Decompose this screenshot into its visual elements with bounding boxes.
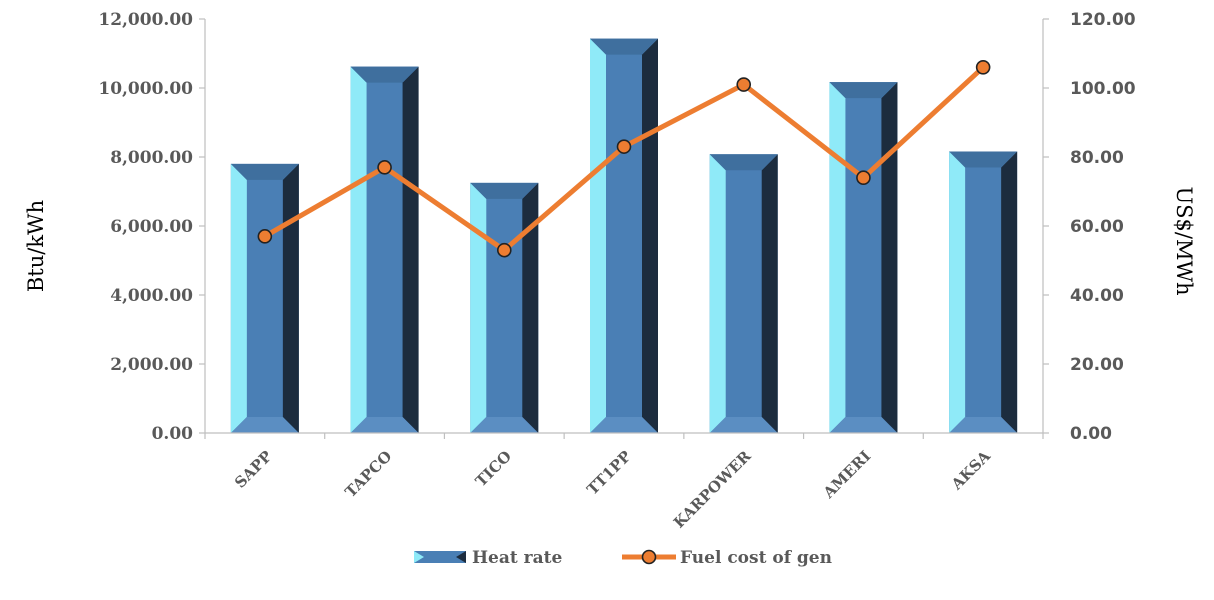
legend-swatch-bevel-right — [456, 551, 466, 563]
bar-right-bevel — [402, 66, 419, 434]
bar — [350, 66, 419, 434]
bar — [949, 151, 1018, 434]
x-tick-label: TT1PP — [583, 447, 634, 498]
y-axis-title: Btu/kWh — [24, 200, 48, 292]
bar-bottom-bevel — [470, 417, 539, 433]
y2-tick-label: 80.00 — [1070, 148, 1124, 168]
y2-tick-label: 40.00 — [1070, 286, 1124, 306]
x-tick-label: SAPP — [231, 447, 276, 492]
bar-left-bevel — [590, 38, 606, 433]
fuel-cost-point — [736, 77, 752, 92]
bar-bottom-bevel — [230, 417, 299, 433]
bars-layer — [230, 38, 1018, 434]
bar-bottom-bevel — [949, 417, 1018, 433]
y-tick-label: 6,000.00 — [110, 217, 193, 237]
bar-top-bevel — [590, 38, 658, 55]
y-tick-label: 4,000.00 — [110, 286, 193, 306]
bar-right-bevel — [1001, 151, 1018, 434]
fuel-cost-point — [377, 160, 392, 175]
bar-left-bevel — [949, 151, 966, 434]
bar-top-bevel — [709, 154, 778, 171]
fuel-cost-point — [496, 242, 512, 258]
y2-tick-label: 100.00 — [1070, 79, 1136, 99]
bar-right-bevel — [642, 38, 658, 433]
line-layer — [257, 60, 991, 258]
bar-top-bevel — [829, 82, 898, 99]
bar-right-bevel — [881, 82, 898, 433]
x-tick-label: KARPOWER — [670, 447, 755, 532]
bar-left-bevel — [470, 182, 487, 433]
legend-item-fuel-cost: Fuel cost of gen — [622, 548, 832, 568]
legend: Heat rate Fuel cost of gen — [414, 548, 832, 568]
fuel-cost-point — [856, 170, 871, 185]
bar-left-bevel — [829, 82, 846, 433]
legend-swatch-fuel-cost-marker — [641, 549, 657, 565]
bar — [230, 163, 299, 433]
fuel-cost-point — [975, 60, 991, 75]
bar-bottom-bevel — [350, 417, 419, 433]
legend-item-heat-rate: Heat rate — [414, 548, 562, 568]
bar — [590, 38, 658, 433]
legend-swatch-heat-rate — [414, 551, 466, 563]
bar-left-bevel — [230, 163, 247, 433]
x-tick-label: TICO — [472, 447, 515, 490]
bar-right-bevel — [282, 163, 299, 433]
bar-top-bevel — [230, 163, 299, 180]
y2-tick-label: 0.00 — [1070, 424, 1112, 444]
bar-right-bevel — [761, 154, 778, 434]
fuel-cost-point — [616, 139, 632, 154]
bar — [470, 182, 539, 433]
bar-top-bevel — [949, 151, 1018, 168]
fuel-cost-point — [257, 229, 273, 244]
y-tick-label: 10,000.00 — [98, 79, 193, 99]
x-tick-label: AMERI — [819, 447, 874, 502]
y2-tick-label: 120.00 — [1070, 10, 1136, 30]
bar-right-bevel — [522, 182, 539, 433]
y-tick-label: 2,000.00 — [110, 355, 193, 375]
axes-layer — [199, 18, 1049, 439]
y2-axis-title: US$/MWh — [1172, 186, 1196, 295]
bar-bottom-bevel — [590, 417, 658, 433]
bar-bottom-bevel — [829, 417, 898, 433]
bar-left-bevel — [709, 154, 726, 434]
y-tick-label: 0.00 — [152, 424, 194, 444]
y2-tick-label: 20.00 — [1070, 355, 1124, 375]
y-tick-label: 8,000.00 — [110, 148, 193, 168]
legend-label-fuel-cost: Fuel cost of gen — [680, 548, 832, 568]
legend-label-heat-rate: Heat rate — [472, 548, 562, 568]
x-tick-label: TAPCO — [341, 447, 395, 501]
bar-bottom-bevel — [709, 417, 778, 433]
y-tick-label: 12,000.00 — [98, 10, 193, 30]
bar-top-bevel — [350, 66, 419, 83]
bar-top-bevel — [470, 182, 539, 199]
y2-tick-label: 60.00 — [1070, 217, 1124, 237]
bar — [829, 82, 898, 433]
x-tick-label: AKSA — [947, 447, 994, 494]
bar — [709, 154, 778, 434]
legend-swatch-bevel-left — [414, 551, 424, 563]
bar-left-bevel — [350, 66, 367, 434]
